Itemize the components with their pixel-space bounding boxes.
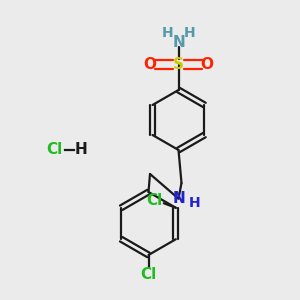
Text: N: N bbox=[172, 34, 185, 50]
Text: Cl: Cl bbox=[147, 193, 163, 208]
Text: H: H bbox=[161, 26, 173, 40]
Text: O: O bbox=[143, 57, 157, 72]
Text: H: H bbox=[75, 142, 87, 158]
Text: Cl: Cl bbox=[140, 267, 157, 282]
Text: O: O bbox=[200, 57, 214, 72]
Text: N: N bbox=[172, 191, 185, 206]
Text: S: S bbox=[173, 57, 184, 72]
Text: H: H bbox=[184, 26, 196, 40]
Text: Cl: Cl bbox=[46, 142, 62, 158]
Text: H: H bbox=[189, 196, 201, 210]
